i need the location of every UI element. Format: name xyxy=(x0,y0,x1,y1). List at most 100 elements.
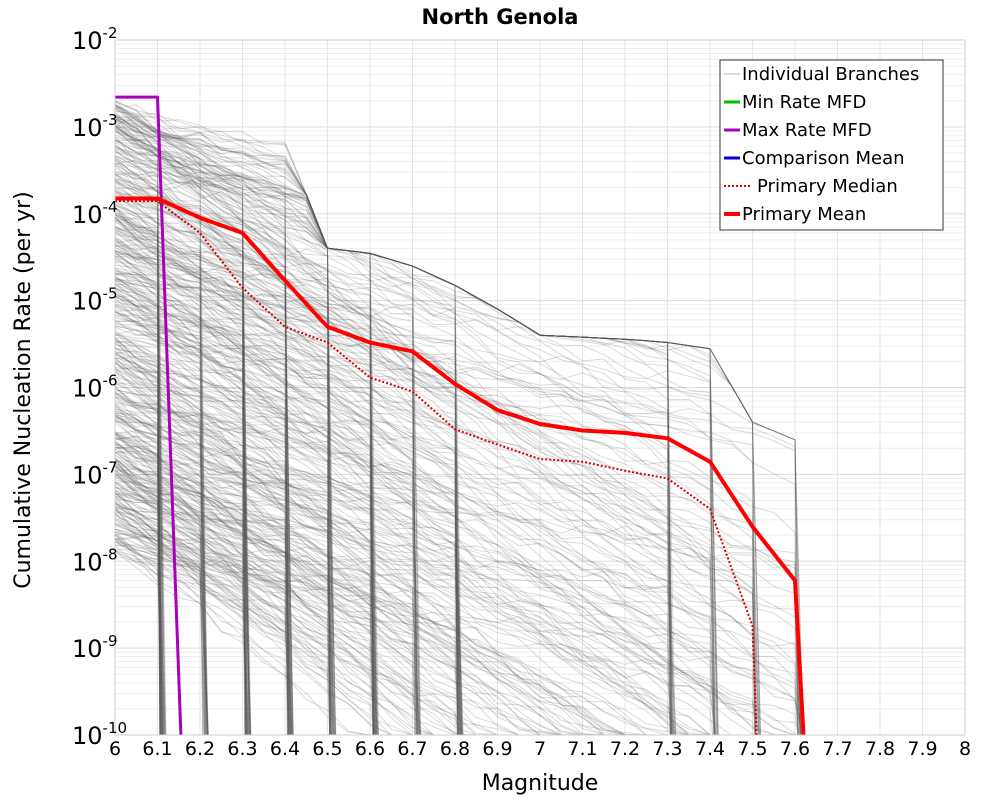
branch-line xyxy=(114,432,332,736)
branch-line xyxy=(114,375,290,736)
branch-line xyxy=(114,487,163,736)
branch-line xyxy=(114,267,800,736)
branch-line xyxy=(114,181,251,736)
branch-line xyxy=(114,517,209,736)
branch-line xyxy=(114,173,417,736)
y-tick-label: 10-3 xyxy=(72,111,118,142)
branch-line xyxy=(114,419,418,736)
branch-line xyxy=(114,172,247,736)
branch-line xyxy=(114,147,250,736)
x-tick-label: 6.2 xyxy=(185,738,215,760)
branch-line xyxy=(114,451,460,736)
branch-line xyxy=(114,496,676,736)
branch-line xyxy=(114,314,802,736)
branch-line xyxy=(114,170,459,736)
branch-line xyxy=(114,116,333,736)
branch-line xyxy=(114,340,461,736)
branch-line xyxy=(114,125,294,736)
x-tick-label: 8 xyxy=(959,738,971,760)
branch-line xyxy=(114,237,671,736)
branch-line xyxy=(114,521,334,736)
branch-line xyxy=(114,433,161,736)
branch-line xyxy=(114,517,377,736)
branch-line xyxy=(114,339,337,736)
branch-line xyxy=(114,492,331,736)
branch-line xyxy=(114,259,251,736)
branch-line xyxy=(114,212,459,736)
branch-line xyxy=(114,139,331,736)
branch-line xyxy=(114,225,250,736)
branch-line xyxy=(114,490,291,736)
branch-line xyxy=(114,114,290,736)
branch-line xyxy=(114,304,672,736)
branch-line xyxy=(114,325,251,736)
branch-line xyxy=(114,105,756,736)
branch-line xyxy=(114,326,251,736)
branch-line xyxy=(114,142,161,736)
branch-line xyxy=(114,217,335,736)
branch-line xyxy=(114,295,163,736)
branch-line xyxy=(114,391,377,736)
x-tick-label: 7.9 xyxy=(907,738,937,760)
branch-line xyxy=(114,118,673,736)
branch-line xyxy=(114,244,374,736)
y-tick-label: 10-9 xyxy=(72,632,118,663)
branch-line xyxy=(114,436,290,736)
branch-line xyxy=(114,141,801,736)
individual-branches-group xyxy=(114,100,804,736)
branch-line xyxy=(114,544,206,736)
branch-line xyxy=(114,358,376,736)
branch-line xyxy=(114,149,289,736)
branch-line xyxy=(114,280,162,736)
x-tick-label: 6.1 xyxy=(142,738,172,760)
branch-line xyxy=(114,249,208,736)
branch-line xyxy=(114,278,294,736)
branch-line xyxy=(114,531,379,736)
branch-line xyxy=(114,125,418,736)
branch-line xyxy=(114,251,671,736)
branch-line xyxy=(114,126,334,736)
branch-line xyxy=(114,254,758,736)
branch-line xyxy=(114,443,463,736)
branch-line xyxy=(114,302,290,736)
branch-line xyxy=(114,340,331,736)
branch-line xyxy=(114,534,206,736)
branch-line xyxy=(115,383,161,736)
branch-line xyxy=(114,212,205,736)
branch-line xyxy=(114,118,292,736)
y-tick-label: 10-8 xyxy=(72,545,118,576)
branch-line xyxy=(114,280,161,736)
branch-line xyxy=(114,451,163,736)
branch-line xyxy=(114,311,161,736)
branch-line xyxy=(114,533,420,736)
branch-line xyxy=(114,456,674,736)
x-tick-label: 7.1 xyxy=(567,738,597,760)
branch-line xyxy=(114,353,677,736)
branch-line xyxy=(114,400,333,736)
branch-line xyxy=(114,279,675,736)
branch-line xyxy=(114,139,163,736)
branch-line xyxy=(114,454,757,736)
branch-line xyxy=(114,304,802,736)
branch-line xyxy=(114,294,377,736)
branch-line xyxy=(114,474,462,736)
branch-line xyxy=(114,433,376,736)
branch-line xyxy=(114,217,249,736)
branch-line xyxy=(114,164,714,736)
branch-line xyxy=(114,204,803,736)
branch-line xyxy=(114,175,166,736)
branch-line xyxy=(114,512,209,736)
branch-line xyxy=(114,549,249,736)
branch-line xyxy=(114,382,291,736)
branch-line xyxy=(114,395,716,736)
branch-line xyxy=(114,159,672,736)
branch-line xyxy=(114,540,165,736)
branch-line xyxy=(114,495,756,736)
branch-line xyxy=(114,410,334,736)
branch-line xyxy=(114,352,716,736)
branch-line xyxy=(114,353,162,736)
branch-line xyxy=(114,288,419,736)
y-tick-label: 10-4 xyxy=(72,198,118,229)
branch-line xyxy=(114,157,672,736)
branch-line xyxy=(114,508,416,736)
